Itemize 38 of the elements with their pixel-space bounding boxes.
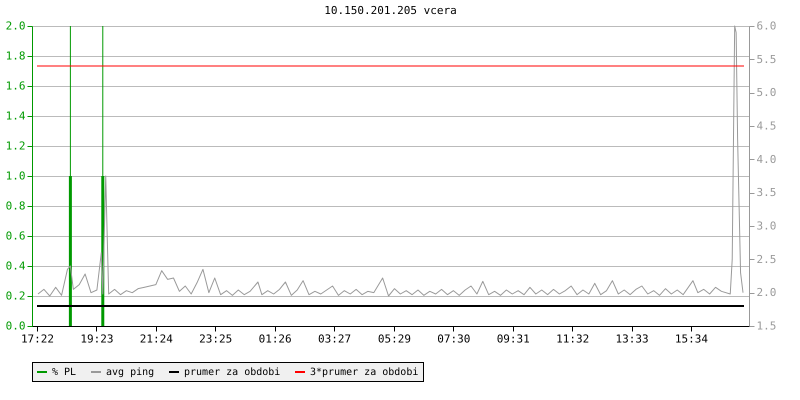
y2-tick-label: 2.0	[756, 286, 776, 300]
y-tick-label: 0.0	[6, 320, 26, 332]
x-tick-label: 07:30	[437, 332, 470, 346]
y-tick-label: 1.4	[6, 110, 26, 122]
y2-tick-label: 4.0	[756, 152, 776, 166]
legend-label: prumer za obdobi	[184, 367, 280, 378]
y-tick-label: 0.4	[6, 260, 26, 272]
y2-tick-label: 5.5	[756, 52, 776, 66]
y2-tick-label: 6.0	[756, 20, 776, 32]
x-tick-label: 21:24	[140, 332, 174, 346]
y2-tick-label: 4.5	[756, 120, 776, 132]
y-tick-label: 0.2	[6, 290, 26, 302]
legend-label: 3*prumer za obdobi	[310, 367, 418, 378]
y-tick-label: 1.8	[6, 50, 26, 62]
y-tick-label: 1.2	[6, 140, 26, 152]
legend-label: % PL	[52, 367, 76, 378]
x-tick-label: 15:34	[674, 332, 708, 346]
chart-title: 10.150.201.205 vcera	[324, 4, 457, 17]
x-tick-label: 05:29	[378, 332, 411, 346]
x-tick-label: 01:26	[258, 332, 292, 346]
x-tick-label: 19:23	[80, 332, 114, 346]
x-tick-label: 13:33	[616, 332, 649, 346]
y-tick-label: 0.8	[6, 200, 26, 212]
y-tick-label: 2.0	[6, 20, 26, 32]
y2-tick-label: 2.5	[756, 252, 776, 266]
x-tick-label: 23:25	[199, 332, 232, 346]
y-tick-label: 1.6	[6, 80, 26, 92]
x-tick-label: 03:27	[318, 332, 352, 346]
x-tick-label: 17:22	[20, 332, 54, 346]
legend-label: avg ping	[106, 367, 154, 378]
y2-tick-label: 3.5	[756, 186, 776, 200]
y-tick-label: 1.0	[6, 170, 26, 182]
y-tick-label: 0.6	[6, 230, 26, 242]
y2-tick-label: 5.0	[756, 86, 776, 100]
x-tick-label: 11:32	[556, 332, 590, 346]
y2-tick-label: 1.5	[756, 320, 776, 332]
x-tick-label: 09:31	[496, 332, 530, 346]
y2-tick-label: 3.0	[756, 220, 776, 232]
